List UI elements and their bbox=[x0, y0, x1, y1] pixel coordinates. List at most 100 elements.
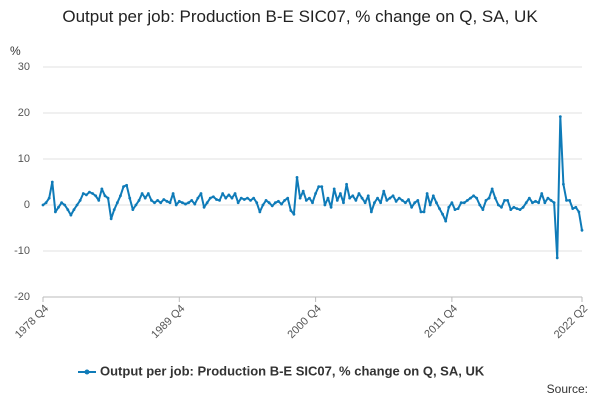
data-point bbox=[270, 204, 274, 208]
data-point bbox=[462, 201, 466, 205]
data-point bbox=[295, 176, 299, 179]
data-point bbox=[509, 208, 513, 212]
data-point bbox=[391, 194, 395, 198]
legend-label: Output per job: Production B-E SIC07, % … bbox=[100, 363, 485, 378]
data-point bbox=[224, 196, 228, 200]
data-point bbox=[404, 201, 407, 205]
data-point bbox=[97, 199, 101, 202]
data-point bbox=[239, 196, 243, 200]
x-tick-label: 1989 Q4 bbox=[149, 303, 187, 341]
data-point bbox=[348, 196, 352, 200]
data-point bbox=[143, 196, 147, 200]
data-point bbox=[345, 182, 348, 186]
data-point bbox=[342, 201, 345, 205]
data-point bbox=[277, 199, 280, 203]
data-point bbox=[174, 203, 178, 207]
data-point bbox=[515, 207, 519, 211]
data-point bbox=[273, 201, 277, 205]
data-point bbox=[236, 201, 240, 205]
data-point bbox=[255, 201, 259, 205]
data-point bbox=[134, 203, 138, 207]
data-point bbox=[128, 196, 132, 200]
data-point bbox=[484, 199, 488, 202]
data-point bbox=[431, 194, 435, 198]
data-point bbox=[196, 196, 200, 200]
data-point bbox=[44, 201, 48, 205]
data-point bbox=[565, 199, 568, 202]
data-point bbox=[351, 194, 355, 198]
data-point bbox=[131, 208, 135, 212]
data-point bbox=[177, 199, 181, 203]
data-point bbox=[366, 194, 370, 198]
y-tick-label: 20 bbox=[18, 107, 30, 119]
data-point bbox=[558, 115, 562, 119]
data-point bbox=[500, 205, 503, 209]
data-point bbox=[84, 193, 88, 197]
data-point bbox=[301, 189, 305, 193]
data-point bbox=[69, 213, 73, 217]
y-axis-label: % bbox=[10, 44, 21, 58]
data-point bbox=[50, 180, 54, 184]
data-point bbox=[156, 199, 160, 202]
data-point bbox=[165, 199, 169, 203]
data-point bbox=[397, 196, 401, 200]
data-point bbox=[571, 207, 575, 211]
data-point bbox=[109, 217, 113, 221]
data-point bbox=[419, 210, 423, 214]
data-point bbox=[292, 212, 296, 216]
legend-marker bbox=[84, 369, 90, 375]
data-point bbox=[469, 196, 472, 200]
y-tick-label: 30 bbox=[18, 61, 30, 73]
data-point bbox=[252, 196, 256, 200]
data-point bbox=[308, 196, 311, 200]
data-point bbox=[168, 201, 172, 205]
data-point bbox=[447, 205, 451, 209]
data-point bbox=[534, 199, 537, 203]
data-point bbox=[115, 201, 119, 205]
data-point bbox=[465, 199, 469, 202]
data-point bbox=[416, 199, 420, 202]
data-point bbox=[400, 199, 404, 202]
data-point bbox=[193, 202, 197, 206]
data-point bbox=[264, 199, 268, 202]
y-tick-label: -10 bbox=[14, 245, 30, 257]
data-point bbox=[410, 205, 414, 209]
data-point bbox=[574, 205, 578, 209]
data-point bbox=[81, 192, 85, 195]
data-point bbox=[314, 192, 317, 195]
data-point bbox=[267, 201, 271, 205]
data-point bbox=[215, 198, 218, 201]
data-point bbox=[211, 195, 215, 199]
data-point bbox=[385, 199, 389, 202]
x-tick-label: 2022 Q2 bbox=[552, 303, 590, 341]
data-point bbox=[106, 196, 110, 200]
data-point bbox=[338, 192, 342, 195]
data-point bbox=[413, 201, 417, 205]
data-point bbox=[208, 196, 212, 200]
data-point bbox=[159, 201, 163, 205]
data-point bbox=[249, 199, 252, 202]
data-point bbox=[283, 199, 287, 202]
data-point bbox=[450, 201, 454, 205]
data-point bbox=[78, 199, 82, 202]
data-point bbox=[246, 196, 249, 200]
data-point bbox=[60, 201, 63, 205]
data-point bbox=[227, 193, 231, 197]
data-point bbox=[363, 201, 367, 205]
data-point bbox=[382, 189, 386, 193]
data-point bbox=[354, 199, 358, 202]
data-point bbox=[568, 199, 572, 202]
data-point bbox=[332, 187, 336, 191]
data-point bbox=[562, 182, 565, 186]
data-point bbox=[537, 201, 541, 205]
data-point bbox=[496, 203, 500, 207]
data-point bbox=[280, 202, 283, 206]
data-point bbox=[75, 203, 79, 207]
data-point bbox=[512, 205, 516, 209]
data-point bbox=[320, 185, 324, 189]
data-point bbox=[487, 196, 491, 200]
data-point bbox=[140, 192, 144, 195]
data-point bbox=[369, 210, 373, 214]
data-point bbox=[258, 210, 262, 214]
